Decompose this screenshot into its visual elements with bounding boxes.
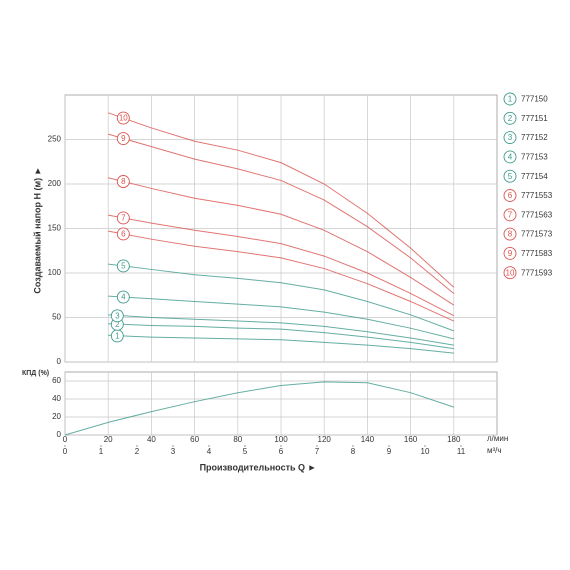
legend-marker	[503, 111, 517, 125]
curve-marker	[116, 111, 130, 125]
legend-label: 777151	[521, 114, 548, 123]
curve-marker-label: 2	[115, 320, 120, 329]
legend-label: 777154	[521, 172, 548, 181]
x2-tick-label: 9	[387, 447, 392, 456]
legend-marker-label: 5	[508, 172, 513, 181]
x2-tick-label: 4	[207, 447, 212, 456]
legend-marker	[503, 227, 517, 241]
y-tick-label: 20	[52, 412, 61, 421]
x-tick-label: 100	[274, 435, 288, 444]
legend-marker-label: 7	[508, 210, 513, 219]
legend-label: 7771583	[521, 249, 553, 258]
curve-marker	[116, 175, 130, 188]
y-tick-label: 200	[48, 179, 62, 188]
y-tick-label: 50	[52, 313, 61, 322]
curve-marker	[116, 290, 130, 304]
head-curve	[108, 263, 454, 332]
legend-marker	[503, 266, 517, 280]
x-tick-label: 40	[147, 435, 156, 444]
curve-marker	[116, 211, 130, 225]
x2-tick-label: 11	[457, 447, 466, 456]
head-curve	[108, 230, 455, 322]
legend-marker	[503, 169, 517, 183]
x2-tick-label: 5	[243, 447, 248, 456]
y-tick-label: 150	[48, 224, 62, 233]
x-tick-label: 140	[361, 435, 375, 444]
x-tick-label: 180	[447, 435, 461, 444]
curve-marker-label: 9	[121, 134, 126, 143]
legend-label: 777152	[521, 133, 548, 142]
curve-marker-label: 4	[121, 293, 126, 302]
legend-marker	[503, 131, 517, 145]
curve-marker	[116, 259, 130, 273]
curve-marker-label: 8	[121, 177, 126, 186]
curve-marker-label: 7	[121, 214, 126, 223]
head-curve	[108, 177, 455, 306]
y-tick-label: 0	[57, 430, 62, 439]
legend-marker	[503, 189, 517, 202]
x-axis-label: Производительность Q ►	[200, 462, 317, 472]
legend-marker	[503, 246, 517, 260]
head-curve	[108, 314, 454, 346]
curve-marker-label: 6	[121, 230, 126, 239]
y-axis-label: Создаваемый напор H (м) ►	[32, 166, 42, 293]
curve-marker-label: 1	[115, 332, 120, 341]
head-curve	[108, 133, 455, 294]
curve-marker	[116, 132, 130, 145]
curve-marker-label: 10	[119, 114, 128, 123]
efficiency-label: КПД (%)	[22, 370, 49, 377]
x-tick-label: 160	[404, 435, 418, 444]
x2-unit: м³/ч	[487, 446, 502, 455]
head-curve	[108, 323, 454, 350]
y-tick-label: 250	[48, 135, 62, 144]
head-curve	[108, 112, 455, 288]
legend-marker-label: 9	[508, 249, 513, 258]
head-curve	[108, 295, 454, 340]
curve-marker-label: 3	[115, 311, 120, 320]
legend-marker	[503, 208, 517, 222]
y-tick-label: 40	[52, 394, 61, 403]
x-tick-label: 60	[190, 435, 199, 444]
x2-tick-label: 10	[421, 447, 430, 456]
x2-tick-label: 6	[279, 447, 284, 456]
head-curve	[108, 334, 454, 354]
x2-tick-label: 0	[63, 447, 68, 456]
x2-tick-label: 7	[315, 447, 320, 456]
legend-marker	[503, 92, 517, 106]
legend-marker-label: 3	[508, 133, 513, 142]
curve-marker	[110, 309, 124, 323]
x2-tick-label: 2	[135, 447, 140, 456]
x2-tick-label: 8	[351, 447, 356, 456]
legend-label: 7771563	[521, 210, 553, 219]
y-tick-label: 60	[52, 376, 61, 385]
x-tick-label: 20	[104, 435, 113, 444]
legend-label: 777153	[521, 153, 548, 162]
head-curve	[108, 214, 455, 317]
legend-marker-label: 1	[508, 95, 513, 104]
efficiency-curve	[64, 381, 454, 436]
legend-label: 7771573	[521, 230, 553, 239]
curve-marker-label: 5	[121, 262, 126, 271]
x-tick-label: 120	[318, 435, 332, 444]
x2-tick-label: 1	[99, 447, 104, 456]
x2-tick-label: 3	[171, 447, 176, 456]
legend-label: 7771593	[521, 268, 553, 277]
legend-marker-label: 8	[508, 230, 513, 239]
x-tick-label: 0	[63, 435, 68, 444]
legend-marker	[503, 150, 517, 164]
x-tick-label: 80	[233, 435, 242, 444]
y-tick-label: 100	[48, 268, 62, 277]
legend-label: 7771553	[521, 191, 553, 200]
legend-marker-label: 2	[508, 114, 513, 123]
x-unit: л/мин	[487, 434, 508, 443]
legend-label: 777150	[521, 95, 548, 104]
y-tick-label: 0	[57, 357, 62, 366]
legend-marker-label: 4	[508, 153, 513, 162]
legend-marker-label: 6	[508, 191, 513, 200]
curve-marker	[116, 227, 130, 241]
legend-marker-label: 10	[506, 268, 515, 277]
